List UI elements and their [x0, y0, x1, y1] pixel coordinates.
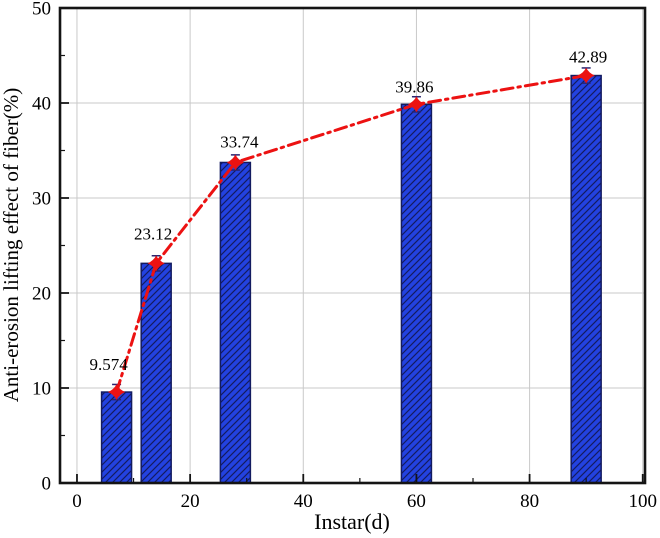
star-marker	[407, 96, 426, 113]
y-tick-label: 10	[32, 379, 51, 400]
x-tick-label: 100	[628, 491, 657, 512]
markers-layer	[107, 67, 595, 400]
star-marker	[226, 154, 244, 171]
y-tick-label: 20	[32, 284, 51, 305]
x-tick-label: 60	[407, 491, 426, 512]
bar-hatch-overlay	[570, 74, 602, 484]
star-marker	[577, 67, 595, 84]
axis-ticks-layer	[60, 7, 644, 484]
bar-hatch-overlay	[219, 161, 252, 484]
x-tick-label: 0	[72, 491, 82, 512]
x-tick-label: 40	[294, 491, 313, 512]
data-labels-layer: 9.574 23.12 33.74 39.86 42.89	[89, 48, 607, 375]
x-tick-labels: 0 20 40 60 80 100	[72, 491, 657, 512]
data-label: 42.89	[569, 48, 607, 67]
bars-layer	[100, 74, 602, 484]
error-bars-layer	[112, 67, 591, 401]
y-axis-title: Anti-erosion lifting effect of fiber(%)	[0, 88, 23, 403]
x-axis-title: Instar(d)	[314, 509, 390, 534]
data-label: 23.12	[134, 224, 172, 243]
data-label: 39.86	[395, 77, 433, 96]
bar-hatch-overlay	[400, 103, 433, 484]
x-tick-label: 20	[181, 491, 200, 512]
data-label: 9.574	[89, 355, 128, 374]
y-tick-labels: 0 10 20 30 40 50	[32, 0, 51, 495]
star-marker	[107, 384, 126, 400]
y-tick-label: 50	[32, 0, 51, 20]
bar-hatch-overlay	[100, 391, 133, 484]
y-tick-label: 30	[32, 189, 51, 210]
data-label: 33.74	[220, 132, 259, 151]
y-tick-label: 0	[42, 474, 52, 495]
y-tick-label: 40	[32, 94, 51, 115]
trend-line	[115, 74, 588, 394]
x-tick-label: 80	[520, 491, 539, 512]
star-marker	[147, 255, 165, 272]
